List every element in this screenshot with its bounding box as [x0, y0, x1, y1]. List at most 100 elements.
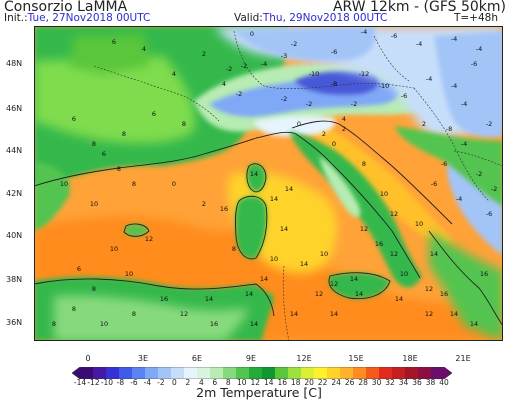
colorbar-tick-label: 0 — [171, 378, 177, 387]
colorbar-tick-label: 34 — [398, 378, 409, 387]
temperature-value-label: 16 — [440, 290, 448, 298]
colorbar-swatch — [145, 367, 159, 379]
temperature-map: 0 -2 -4 -6 -4 -4 -4 -6 -3 -4 -2 -2 2 4 6 4 4 -2 -10 -8 -12 -1… — [34, 26, 503, 341]
colorbar-tick-label: 10 — [236, 378, 247, 387]
temperature-value-label: 0 — [297, 120, 301, 128]
colorbar-swatch — [119, 367, 133, 379]
colorbar-swatch — [301, 367, 315, 379]
temperature-value-label: -4 — [451, 82, 457, 90]
colorbar-swatch — [275, 367, 289, 379]
temperature-value-label: 2 — [202, 50, 206, 58]
temperature-value-label: 2 — [322, 130, 326, 138]
colorbar-min-arrow — [72, 367, 80, 379]
temperature-value-label: -2 — [351, 100, 357, 108]
temperature-value-label: -4 — [461, 140, 467, 148]
temperature-value-label: 14 — [285, 185, 293, 193]
temperature-value-label: -4 — [261, 60, 267, 68]
colorbar-swatch — [80, 367, 94, 379]
temperature-value-label: 14 — [205, 295, 213, 303]
temperature-value-label: -3 — [281, 52, 287, 60]
colorbar-swatch — [249, 367, 263, 379]
temperature-value-label: 14 — [280, 225, 288, 233]
temperature-value-label: 2 — [342, 125, 346, 133]
colorbar-swatch — [210, 367, 224, 379]
temperature-value-label: 2 — [422, 120, 426, 128]
temperature-value-label: 10 — [320, 250, 328, 258]
land-east-blue — [434, 31, 503, 138]
lat-label-44n: 44N — [6, 146, 23, 155]
init-time: Init.:Tue, 27Nov2018 00UTC — [4, 12, 150, 24]
temperature-value-label: -8 — [446, 125, 452, 133]
colorbar-swatch — [236, 367, 250, 379]
temperature-value-label: -4 — [456, 195, 462, 203]
lat-label-42n: 42N — [6, 189, 23, 198]
temperature-value-label: 14 — [430, 250, 438, 258]
colorbar-tick-label: 4 — [198, 378, 204, 387]
temperature-value-label: -6 — [401, 92, 407, 100]
temperature-value-label: 10 — [100, 320, 108, 328]
temperature-value-label: 16 — [210, 320, 218, 328]
temperature-value-label: -6 — [486, 210, 492, 218]
temperature-value-label: 14 — [250, 320, 258, 328]
temperature-value-label: -2 — [236, 90, 242, 98]
temperature-value-label: 12 — [425, 285, 433, 293]
colorbar-tick-label: -10 — [100, 378, 114, 387]
temperature-value-label: 10 — [110, 245, 118, 253]
temperature-value-label: 14 — [250, 170, 258, 178]
temperature-value-label: 16 — [375, 240, 383, 248]
colorbar-swatch — [184, 367, 198, 379]
colorbar-swatch — [262, 367, 276, 379]
temperature-value-label: 6 — [72, 115, 76, 123]
init-label: Init.: — [4, 12, 28, 24]
borders — [93, 30, 503, 341]
lat-label-36n: 36N — [6, 318, 23, 327]
colorbar-tick-label: 6 — [212, 378, 218, 387]
temperature-value-label: -6 — [471, 60, 477, 68]
temperature-value-label: 12 — [315, 290, 323, 298]
colorbar-swatch — [106, 367, 120, 379]
temperature-value-label: -4 — [361, 28, 367, 36]
colorbar-swatch — [223, 367, 237, 379]
temperature-value-label: 14 — [355, 290, 363, 298]
colorbar-tick-label: 32 — [385, 378, 395, 387]
temperature-value-label: 10 — [380, 190, 388, 198]
colorbar-tick-label: 36 — [412, 378, 422, 387]
temperature-value-label: 14 — [470, 320, 478, 328]
temperature-value-label: 0 — [250, 30, 254, 38]
colorbar-swatch — [314, 367, 328, 379]
colorbar-tick-label: -8 — [116, 378, 125, 387]
temperature-value-label: -8 — [331, 80, 337, 88]
temperature-value-label: 14 — [330, 310, 338, 318]
lon-label-6e: 6E — [191, 354, 203, 363]
colorbar-tick-label: -4 — [143, 378, 152, 387]
lon-label-9e: 9E — [245, 354, 257, 363]
colorbar-tick-label: -12 — [87, 378, 100, 387]
colorbar-tick-label: 18 — [290, 378, 301, 387]
temperature-value-label: 6 — [102, 150, 106, 158]
temperature-value-label: 14 — [270, 195, 278, 203]
temperature-value-label: 14 — [395, 295, 403, 303]
cold-core — [294, 70, 379, 95]
colorbar-tick-label: 12 — [250, 378, 261, 387]
temperature-value-label: 10 — [60, 180, 68, 188]
temperature-value-label: 6 — [152, 110, 156, 118]
source-title: Consorzio LaMMA — [4, 0, 128, 15]
legend-title: 2m Temperature [C] — [196, 385, 322, 400]
colorbar-swatch — [340, 367, 354, 379]
colorbar-tick-label: -14 — [73, 378, 87, 387]
temperature-value-label: -2 — [226, 65, 232, 73]
colorbar-tick-label: 28 — [358, 378, 368, 387]
land-balkan-blue — [447, 156, 503, 256]
colorbar-swatch — [288, 367, 302, 379]
forecast-step: T=+48h — [453, 12, 498, 24]
colorbar-swatch — [392, 367, 406, 379]
temperature-value-label: 12 — [180, 310, 188, 318]
colorbar-swatch — [197, 367, 211, 379]
colorbar-swatch — [327, 367, 341, 379]
land-light-west — [34, 56, 195, 144]
temperature-value-label: 4 — [342, 115, 346, 123]
temperature-value-label: 12 — [360, 225, 368, 233]
corsica — [246, 163, 266, 192]
temperature-value-label: 8 — [132, 310, 136, 318]
temperature-value-label: 8 — [362, 160, 366, 168]
